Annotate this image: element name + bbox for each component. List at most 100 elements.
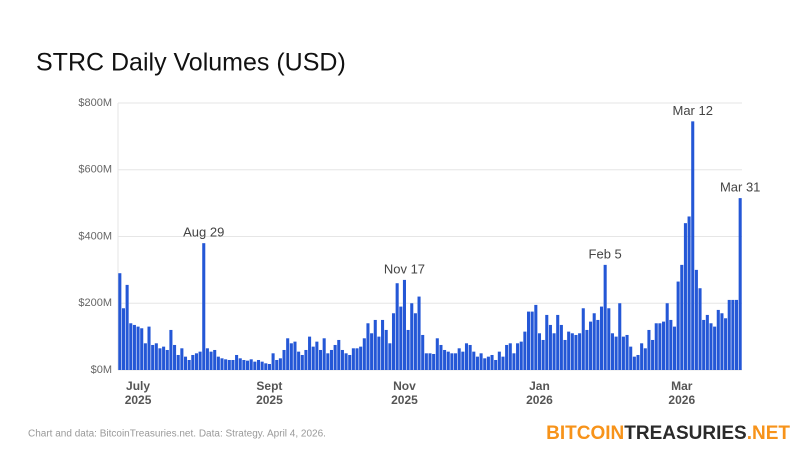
bar	[713, 326, 717, 370]
logo-part: BITCOIN	[546, 423, 624, 444]
bar	[151, 344, 155, 370]
bar	[672, 326, 677, 370]
bar	[391, 313, 396, 370]
annotation: Feb 5	[589, 246, 622, 261]
bar	[326, 353, 330, 370]
bar	[227, 359, 231, 370]
bar	[475, 356, 479, 370]
bar	[180, 348, 184, 370]
bar	[143, 343, 147, 370]
bar	[443, 349, 447, 370]
bar	[132, 324, 136, 370]
bar	[552, 333, 556, 370]
bar	[727, 299, 731, 370]
bar	[665, 303, 669, 370]
bar	[545, 314, 549, 370]
bar	[618, 303, 622, 370]
bar	[541, 339, 545, 370]
bar	[322, 338, 326, 370]
bar	[231, 359, 235, 370]
bar	[519, 341, 523, 370]
bar	[556, 314, 560, 370]
bar	[526, 311, 531, 370]
bar	[125, 284, 129, 370]
y-tick-label: $0M	[91, 364, 112, 376]
bar	[432, 353, 436, 370]
bar	[501, 356, 505, 370]
bar	[402, 279, 406, 370]
bar	[340, 349, 344, 370]
bar	[632, 356, 636, 370]
bar	[191, 354, 195, 370]
bar	[479, 353, 483, 370]
bar	[472, 351, 476, 370]
bar	[530, 311, 534, 370]
bar	[344, 353, 348, 370]
bar	[497, 351, 501, 370]
bar	[640, 343, 644, 370]
bar	[516, 343, 520, 370]
bar	[548, 324, 552, 370]
bar	[333, 344, 337, 370]
logo-part: TREASURIES	[624, 423, 746, 444]
bar	[278, 358, 282, 370]
bar	[388, 343, 392, 370]
bar	[647, 329, 651, 370]
annotation: Mar 31	[720, 180, 760, 195]
bar	[173, 344, 177, 370]
bar	[242, 359, 246, 370]
bar	[680, 264, 684, 370]
bar	[253, 361, 257, 370]
bar	[486, 356, 490, 370]
bar	[537, 333, 542, 370]
annotation: Aug 29	[183, 225, 224, 240]
logo: BITCOINTREASURIES.NET	[546, 423, 790, 444]
bar	[421, 334, 425, 370]
y-tick-label: $600M	[78, 164, 112, 176]
logo-part: .NET	[747, 423, 791, 444]
bar	[165, 349, 169, 370]
bar	[607, 308, 611, 370]
bar	[636, 354, 640, 370]
bar	[286, 338, 290, 370]
bar	[603, 264, 607, 370]
bar	[629, 346, 633, 370]
bar	[406, 329, 410, 370]
bar	[337, 339, 341, 370]
bar	[183, 356, 188, 370]
bar	[435, 338, 439, 370]
bar	[596, 319, 600, 370]
bar	[410, 303, 414, 370]
bar	[315, 341, 319, 370]
bar	[256, 359, 261, 370]
bar	[373, 319, 377, 370]
bar	[205, 348, 209, 370]
bar	[264, 363, 268, 370]
bar	[304, 349, 308, 370]
bar	[213, 349, 217, 370]
source-note: Chart and data: BitcoinTreasuries.net. D…	[28, 429, 326, 440]
bar	[724, 318, 728, 370]
bar	[370, 333, 374, 370]
bar	[643, 348, 647, 370]
bar	[413, 313, 417, 370]
bar	[716, 309, 720, 370]
bar	[738, 198, 742, 370]
bar	[676, 281, 680, 370]
bar	[505, 344, 509, 370]
bar	[446, 351, 450, 370]
chart-title: STRC Daily Volumes (USD)	[36, 49, 346, 77]
bar	[494, 359, 498, 370]
y-tick-label: $800M	[78, 97, 112, 109]
bar	[428, 353, 432, 370]
bar	[599, 306, 604, 370]
annotation: Mar 12	[673, 103, 713, 118]
bar	[293, 341, 297, 370]
bar	[585, 329, 589, 370]
bar	[687, 216, 691, 370]
bar	[249, 359, 253, 370]
bar	[621, 336, 625, 370]
bar	[662, 321, 666, 370]
bar	[275, 359, 279, 370]
